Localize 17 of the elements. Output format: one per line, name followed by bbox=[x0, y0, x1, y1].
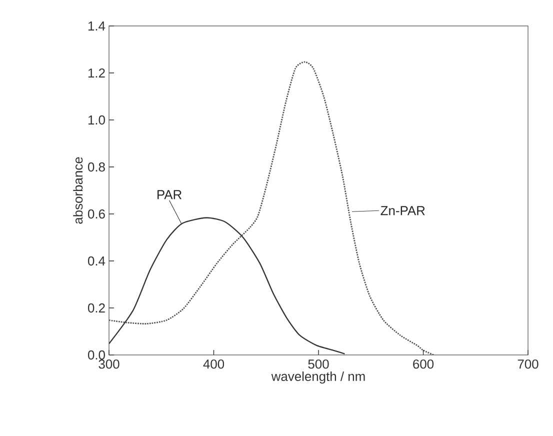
y-tick-label: 1.0 bbox=[88, 115, 105, 125]
y-tick-label: 0.8 bbox=[88, 162, 105, 172]
x-tick-label: 700 bbox=[518, 360, 538, 369]
y-tick-label: 0.2 bbox=[88, 303, 105, 313]
y-tick-label: 0.4 bbox=[88, 256, 106, 266]
y-tick-label: 1.4 bbox=[88, 22, 106, 30]
y-axis-title: absorbance bbox=[73, 157, 83, 224]
x-tick-label: 500 bbox=[308, 360, 329, 369]
y-tick-label: 1.2 bbox=[88, 68, 105, 78]
x-tick-label: 600 bbox=[413, 360, 434, 369]
y-tick-label: 0.6 bbox=[88, 209, 105, 219]
y-tick-label: 0.0 bbox=[88, 350, 105, 360]
annotation: PAR bbox=[158, 190, 182, 200]
x-tick-label: 300 bbox=[98, 360, 120, 369]
x-axis-title: wavelength / nm bbox=[271, 372, 365, 384]
x-tick-label: 400 bbox=[203, 360, 224, 369]
annotation: Zn-PAR bbox=[380, 206, 425, 216]
